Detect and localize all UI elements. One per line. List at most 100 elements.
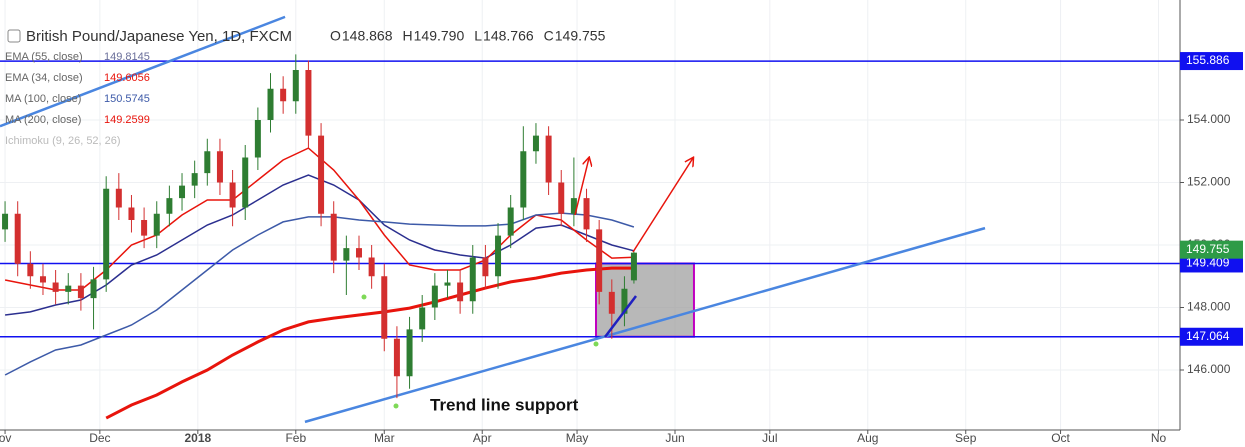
candle-body (52, 282, 59, 292)
x-tick-label: Apr (473, 431, 492, 445)
candle-body (596, 229, 603, 292)
x-tick-label: No (1151, 431, 1167, 445)
legend-name: Ichimoku (9, 26, 52, 26) (5, 135, 121, 147)
candle-body (621, 288, 628, 314)
candle-body (630, 252, 637, 281)
x-tick-label: ov (0, 431, 11, 445)
x-tick-label: Oct (1051, 431, 1070, 445)
annotation-text: Trend line support (430, 395, 579, 414)
candle-body (330, 213, 337, 261)
candle-body (166, 198, 173, 214)
legend-value: 149.8145 (104, 51, 150, 63)
x-tick-label: May (566, 431, 589, 445)
trend-line (304, 226, 986, 424)
candle-body (532, 135, 539, 152)
candle-body (141, 220, 148, 236)
legend-value: 150.5745 (104, 93, 150, 105)
candle-body (507, 207, 514, 236)
symbol-icon (7, 29, 21, 43)
x-tick-label: Jul (762, 431, 777, 445)
candle-body (280, 88, 287, 102)
candle-body (431, 285, 438, 308)
candle-body (608, 291, 615, 314)
quote-value: 148.868 (342, 28, 393, 44)
x-tick-label: Mar (374, 431, 395, 445)
candle-body (482, 257, 489, 277)
candle-body (495, 235, 502, 277)
candle-body (216, 151, 223, 183)
y-tick-label: 146.000 (1187, 362, 1231, 376)
quote-key: O (330, 28, 341, 44)
price-axis-panel (1180, 0, 1245, 447)
candle-body (381, 276, 388, 339)
level-label-box (1180, 254, 1243, 273)
candle-body (229, 182, 236, 208)
quote-value: 149.755 (555, 28, 606, 44)
legend-value: 149.6056 (104, 72, 150, 84)
level-label: 155.886 (1186, 53, 1230, 67)
x-tick-label: Jun (665, 431, 684, 445)
candle-body (355, 248, 362, 258)
x-tick-label: Sep (955, 431, 977, 445)
annotations: Trend line support (361, 158, 694, 414)
candle-body (570, 198, 577, 214)
level-label-box (1180, 52, 1243, 71)
chart-title: British Pound/Japanese Yen, 1D, FXCM (26, 28, 292, 45)
x-tick-label: Dec (89, 431, 110, 445)
candle-body (469, 257, 476, 302)
candle-body (128, 207, 135, 220)
quote-key: H (403, 28, 413, 44)
quote-key: L (474, 28, 482, 44)
y-tick-label: 148.000 (1187, 300, 1231, 314)
level-label: 147.064 (1186, 329, 1230, 343)
candle-body (457, 282, 464, 302)
candle-body (393, 338, 400, 377)
candle-body (77, 285, 84, 299)
level-label-box (1180, 327, 1243, 346)
candle-body (419, 307, 426, 330)
candle-body (14, 213, 21, 264)
dot (393, 403, 399, 409)
legend-name: EMA (34, close) (5, 72, 83, 84)
dot (593, 341, 599, 347)
candle-body (368, 257, 375, 277)
candle-body (318, 135, 325, 214)
x-tick-label: Feb (285, 431, 306, 445)
candle-body (153, 213, 160, 236)
candle-body (254, 120, 261, 158)
candle-body (406, 329, 413, 377)
x-tick-label: 2018 (184, 431, 211, 445)
candle-body (90, 279, 97, 299)
candle-body (242, 157, 249, 208)
candle-body (305, 70, 312, 136)
legend-name: MA (100, close) (5, 93, 81, 105)
y-tick-label: 152.000 (1187, 175, 1231, 189)
quote-value: 149.790 (414, 28, 465, 44)
price-label: 149.755 (1186, 242, 1230, 256)
legend-name: EMA (55, close) (5, 51, 83, 63)
legend-value: 149.2599 (104, 114, 150, 126)
candle-body (267, 88, 274, 120)
candle-body (115, 188, 122, 208)
candle-body (65, 285, 72, 292)
legend-name: MA (200, close) (5, 114, 81, 126)
x-tick-label: Aug (857, 431, 878, 445)
candle-body (204, 151, 211, 174)
trend-line (0, 15, 286, 128)
candle-body (179, 185, 186, 199)
candle-body (583, 198, 590, 230)
price-label-box (1180, 240, 1243, 259)
quote-value: 148.766 (483, 28, 534, 44)
dot (361, 294, 367, 300)
candle-body (444, 282, 451, 286)
level-label: 149.409 (1186, 256, 1230, 270)
short-trend-line (604, 295, 637, 338)
candle-body (103, 188, 110, 280)
candle-body (27, 263, 34, 277)
candle-body (520, 151, 527, 208)
y-tick-label: 154.000 (1187, 112, 1231, 126)
candle-body (558, 182, 565, 214)
candle-body (343, 248, 350, 261)
arrow (632, 158, 693, 253)
